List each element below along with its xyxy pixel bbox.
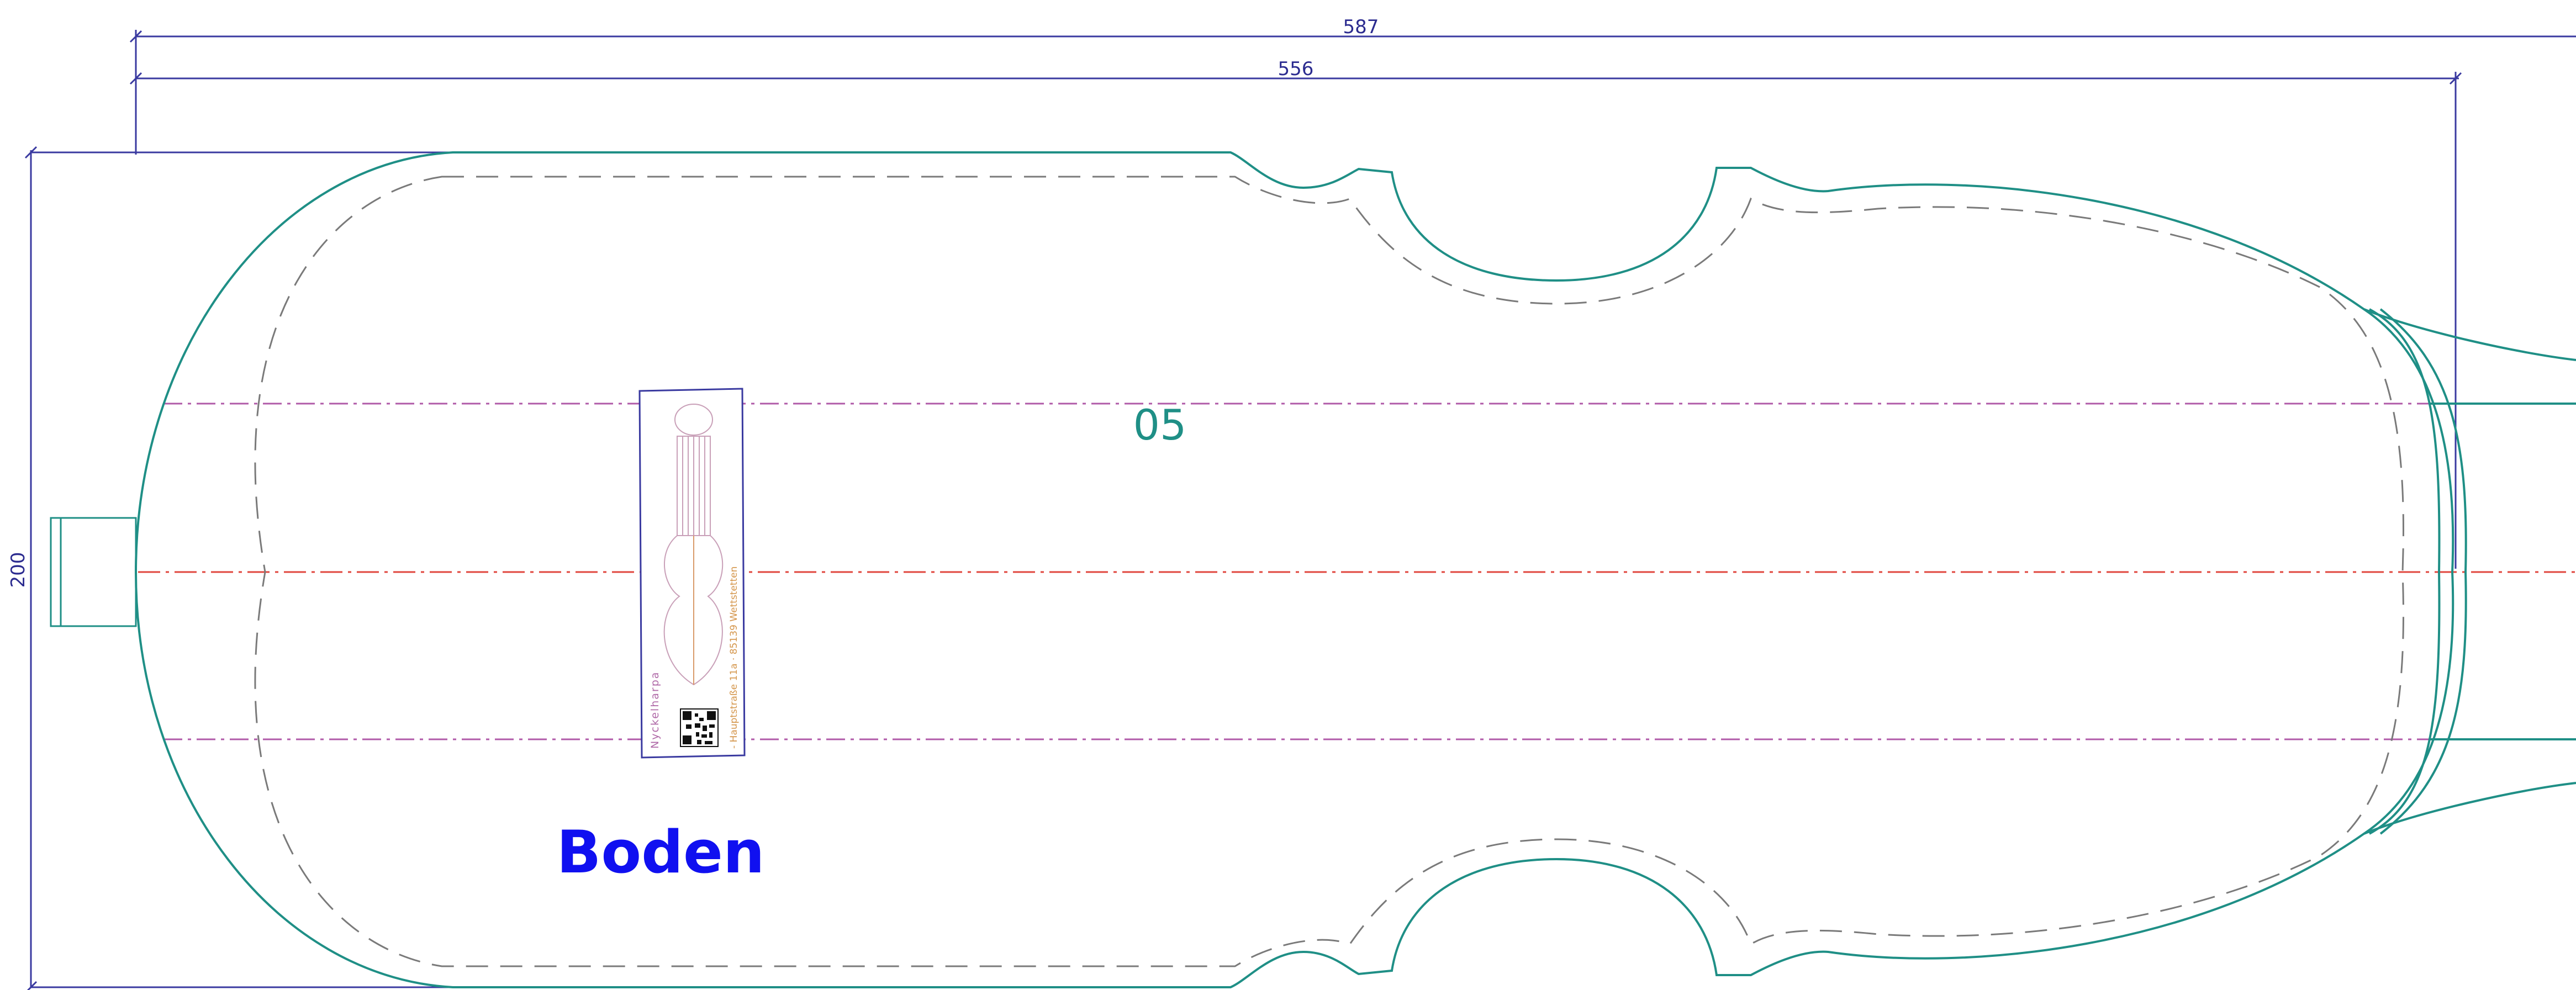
inner-dashed-outline bbox=[254, 176, 2404, 967]
dimension-overall-length: 587 bbox=[1343, 16, 1379, 38]
qr-code bbox=[680, 708, 719, 747]
neck-extension bbox=[2363, 308, 2576, 835]
label-title: Nyckelharpa bbox=[649, 671, 661, 749]
dimension-lines bbox=[24, 30, 2576, 990]
body-outline bbox=[134, 151, 2454, 988]
instrument-label: Nyckelharpa - Hauptstraße 11a · 85139 We… bbox=[638, 388, 746, 759]
end-block bbox=[50, 517, 137, 627]
part-number: 05 bbox=[1133, 400, 1187, 449]
part-name: Boden bbox=[557, 818, 765, 886]
label-address: - Hauptstraße 11a · 85139 Wettstetten bbox=[729, 567, 740, 749]
dimension-width: 200 bbox=[7, 552, 29, 588]
dimension-body-length: 556 bbox=[1278, 58, 1314, 80]
instrument-sketch bbox=[663, 404, 724, 686]
